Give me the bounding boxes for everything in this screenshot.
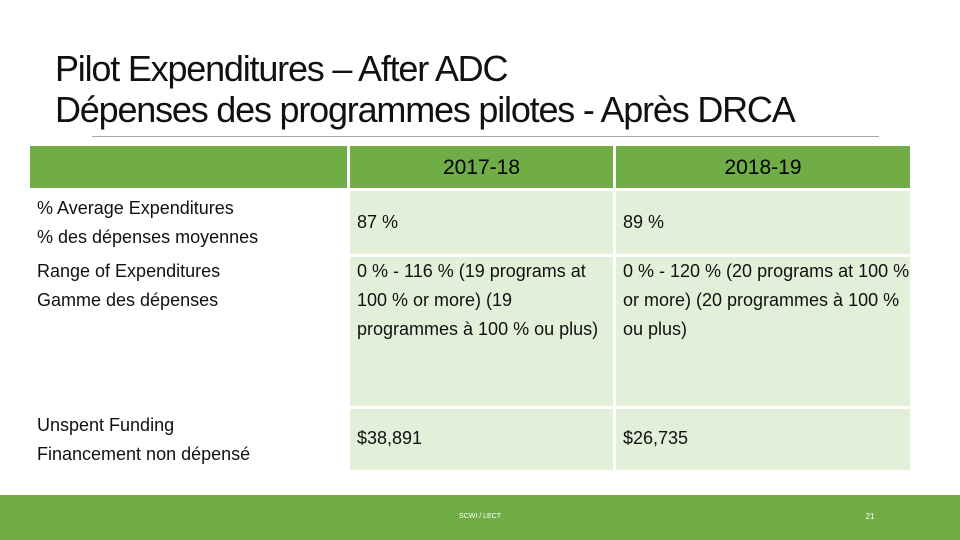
footer-bar: SCWI / LECT 21	[0, 495, 960, 540]
expenditures-table: 2017-18 2018-19 % Average Expenditures %…	[30, 146, 910, 470]
footer-text: SCWI / LECT	[458, 513, 501, 520]
row-label-unspent-funding: Unspent Funding Financement non dépensé	[30, 409, 347, 470]
table-row: % Average Expenditures % des dépenses mo…	[30, 191, 910, 254]
cell-2018-19: 89 %	[616, 191, 910, 254]
row-label-french: % des dépenses moyennes	[37, 227, 259, 247]
header-cell-2017-18: 2017-18	[350, 146, 613, 188]
row-label-average-expenditures: % Average Expenditures % des dépenses mo…	[30, 191, 347, 254]
table-row: Unspent Funding Financement non dépensé …	[30, 409, 910, 470]
row-label-french: Gamme des dépenses	[37, 290, 219, 310]
table-row: Range of Expenditures Gamme des dépenses…	[30, 257, 910, 406]
row-label-english: % Average Expenditures	[37, 198, 234, 218]
table-header-row: 2017-18 2018-19	[30, 146, 910, 188]
cell-2018-19: $26,735	[616, 409, 910, 470]
header-cell-2018-19: 2018-19	[616, 146, 910, 188]
row-label-english: Unspent Funding	[37, 415, 175, 435]
title-divider	[92, 136, 879, 137]
header-cell-empty	[30, 146, 347, 188]
cell-2017-18: 87 %	[350, 191, 613, 254]
cell-2017-18: $38,891	[350, 409, 613, 470]
row-label-english: Range of Expenditures	[37, 261, 221, 281]
title-french: Dépenses des programmes pilotes - Après …	[55, 89, 796, 130]
page-number: 21	[865, 512, 875, 521]
row-label-french: Financement non dépensé	[37, 444, 251, 464]
title-english: Pilot Expenditures – After ADC	[55, 48, 508, 89]
cell-2017-18: 0 % - 116 % (19 programs at 100 % or mor…	[350, 257, 613, 406]
cell-2018-19: 0 % - 120 % (20 programs at 100 % or mor…	[616, 257, 910, 406]
row-label-range-of-expenditures: Range of Expenditures Gamme des dépenses	[30, 257, 347, 406]
slide-title: Pilot Expenditures – After ADC Dépenses …	[55, 48, 796, 130]
